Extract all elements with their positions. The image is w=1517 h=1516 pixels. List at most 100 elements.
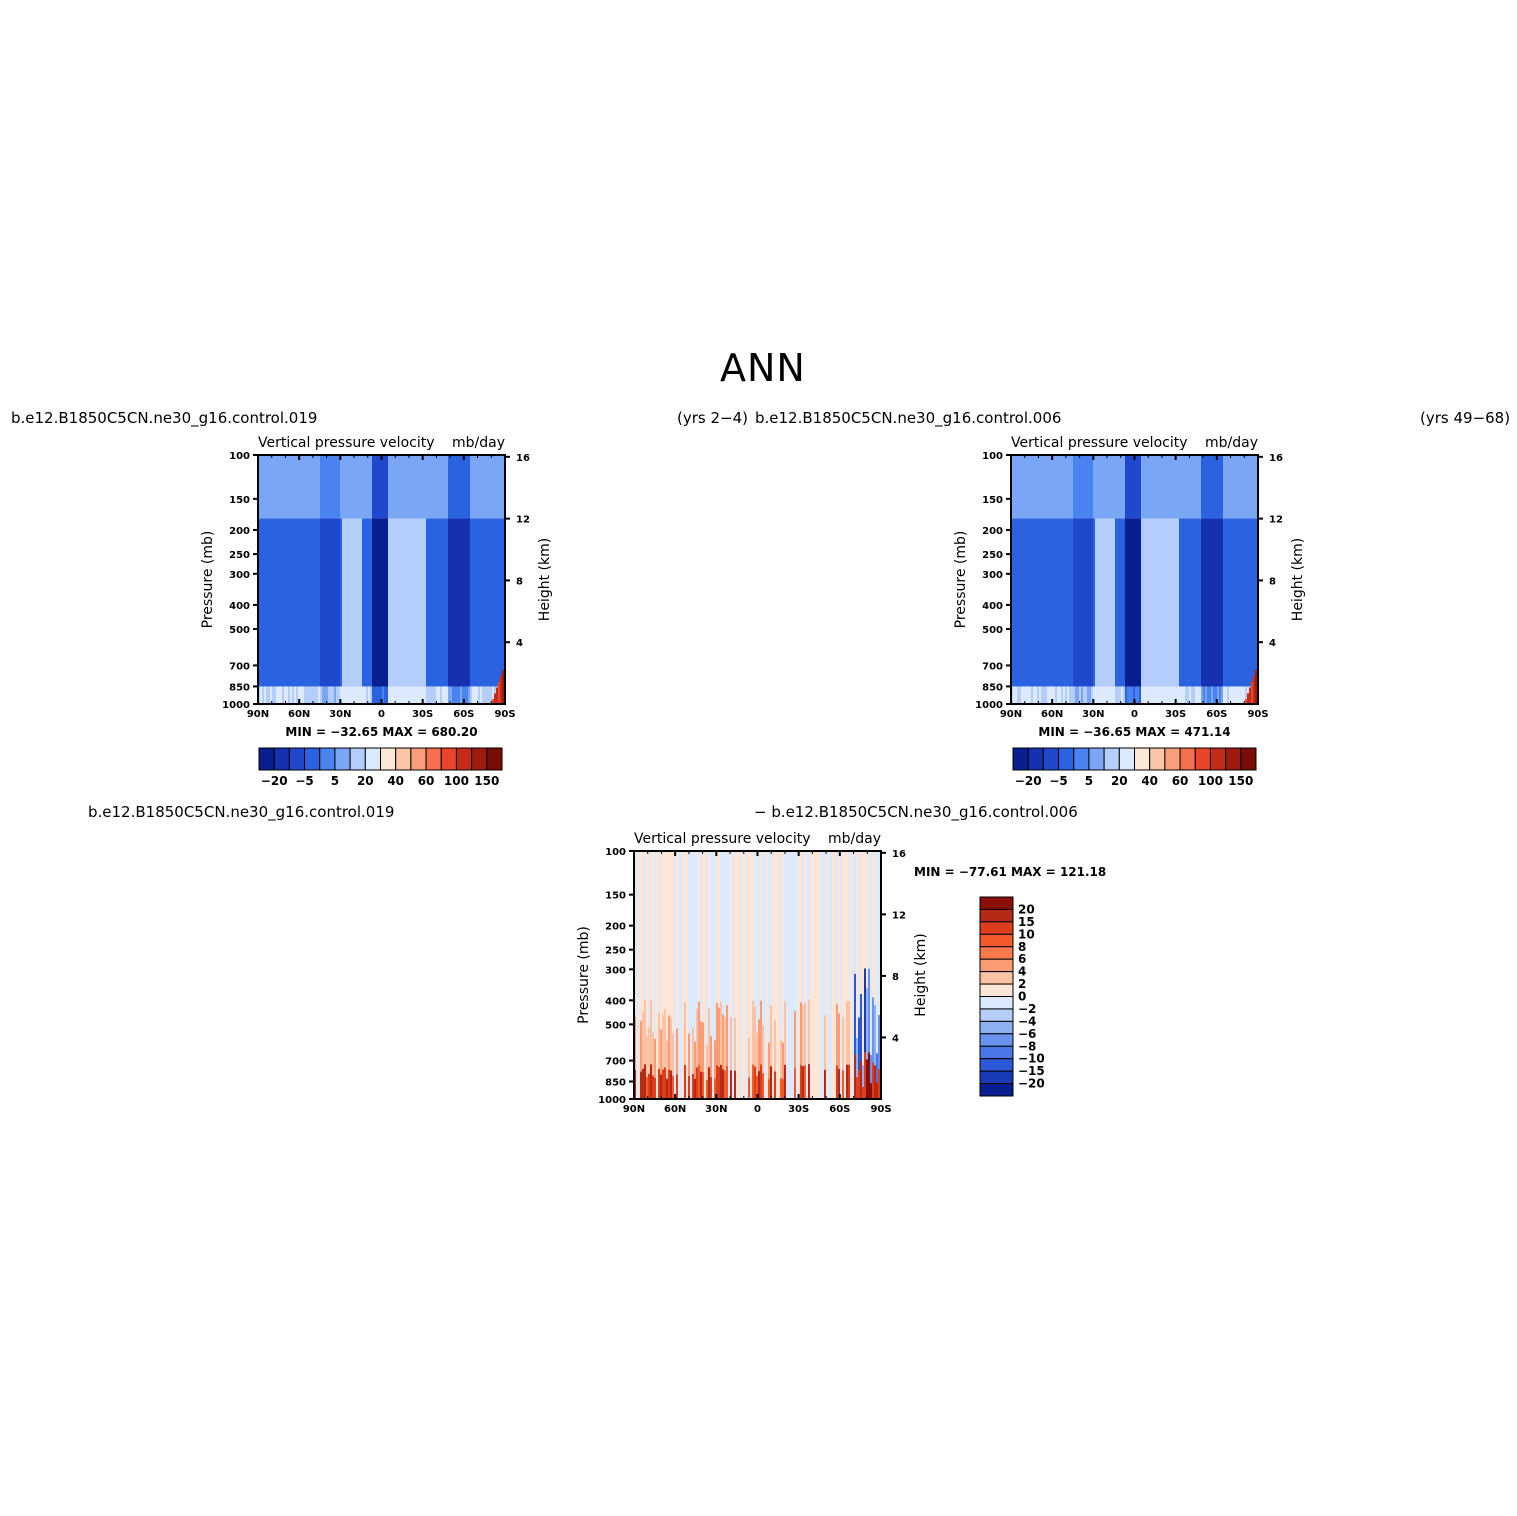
field-cell [1173,686,1176,704]
field-cell [1117,518,1120,704]
field-cell [1071,686,1074,704]
field-cell [644,1064,647,1099]
field-cell [1017,686,1020,704]
field-cell [1217,455,1220,519]
x-tick-label: 90S [1247,709,1268,720]
colorbar-box [395,747,412,771]
field-cell [1231,455,1234,519]
colorbar-label: 100 [444,774,469,788]
field-cell [410,686,413,704]
field-cell [1245,686,1248,704]
field-cell [1229,518,1232,704]
field-cell [1211,518,1214,704]
field-cell [1031,686,1034,704]
field-cell [476,455,479,519]
field-cell [774,1071,777,1099]
field-cell [440,518,443,704]
field-cell [1041,686,1044,704]
field-cell [296,686,299,704]
field-cell [656,851,659,1099]
field-cell [1133,686,1136,704]
field-cell [732,851,735,1099]
field-cell [742,851,745,1099]
field-cell [1159,686,1162,704]
field-cell [376,455,379,519]
field-cell [1193,518,1196,704]
field-cell [838,1069,841,1099]
field-cell [406,455,409,519]
field-cell [1135,455,1138,519]
field-cell [1183,686,1186,704]
field-cell [456,455,459,519]
field-cell [1079,455,1082,519]
field-cell [756,851,759,1099]
field-cell [870,1083,873,1099]
field-cell [1225,686,1228,704]
field-cell [418,518,421,704]
field-cell [280,686,283,704]
field-cell [730,1070,733,1099]
x-tick-label: 0 [754,1104,761,1115]
field-cell [874,1065,877,1099]
field-cell [1159,455,1162,519]
field-cell [1221,455,1224,519]
field-cell [306,455,309,519]
field-cell [1015,686,1018,704]
y-tick-label: 300 [982,570,1003,581]
field-cell [1239,455,1242,519]
y-tick-label: 850 [229,682,250,693]
top-right-case-label: b.e12.B1850C5CN.ne30_g16.control.006 [755,409,1062,427]
field-cell [684,851,687,1099]
field-cell [450,686,453,704]
field-cell [342,686,345,704]
field-cell [486,686,489,704]
field-cell [366,518,369,704]
colorbar-box [1058,747,1075,771]
field-cell [1115,686,1118,704]
field-cell [432,686,435,704]
field-cell [440,455,443,519]
field-cell [292,518,295,704]
field-cell [1037,686,1040,704]
colorbar-box [1118,747,1135,771]
field-cell [872,997,875,1099]
field-cell [868,1052,871,1099]
field-cell [1015,518,1018,704]
field-cell [318,686,321,704]
field-cell [1081,686,1084,704]
field-cell [1161,455,1164,519]
field-cell [308,455,311,519]
field-cell [302,455,305,519]
field-cell [860,993,863,1099]
field-cell [1093,686,1096,704]
field-cell [334,518,337,704]
field-cell [462,518,465,704]
field-cell [698,1001,701,1099]
field-cell [1059,518,1062,704]
field-cell [1167,518,1170,704]
colorbar-box [979,1020,1014,1035]
field-cell [270,518,273,704]
y2-tick-label: 16 [516,453,530,464]
field-cell [1047,518,1050,704]
field-cell [390,686,393,704]
field-cell [370,518,373,704]
field-cell [336,518,339,704]
field-cell [308,686,311,704]
field-cell [1249,518,1252,704]
field-cell [302,518,305,704]
field-cell [442,518,445,704]
field-cell [460,455,463,519]
field-cell [1115,455,1118,519]
field-cell [1239,518,1242,704]
field-cell [424,518,427,704]
field-cell [1089,518,1092,704]
field-cell [1051,455,1054,519]
field-cell [1167,686,1170,704]
field-cell [374,518,377,704]
field-cell [298,686,301,704]
field-cell [460,686,463,704]
field-cell [320,455,323,519]
field-cell [288,518,291,704]
field-cell [418,455,421,519]
